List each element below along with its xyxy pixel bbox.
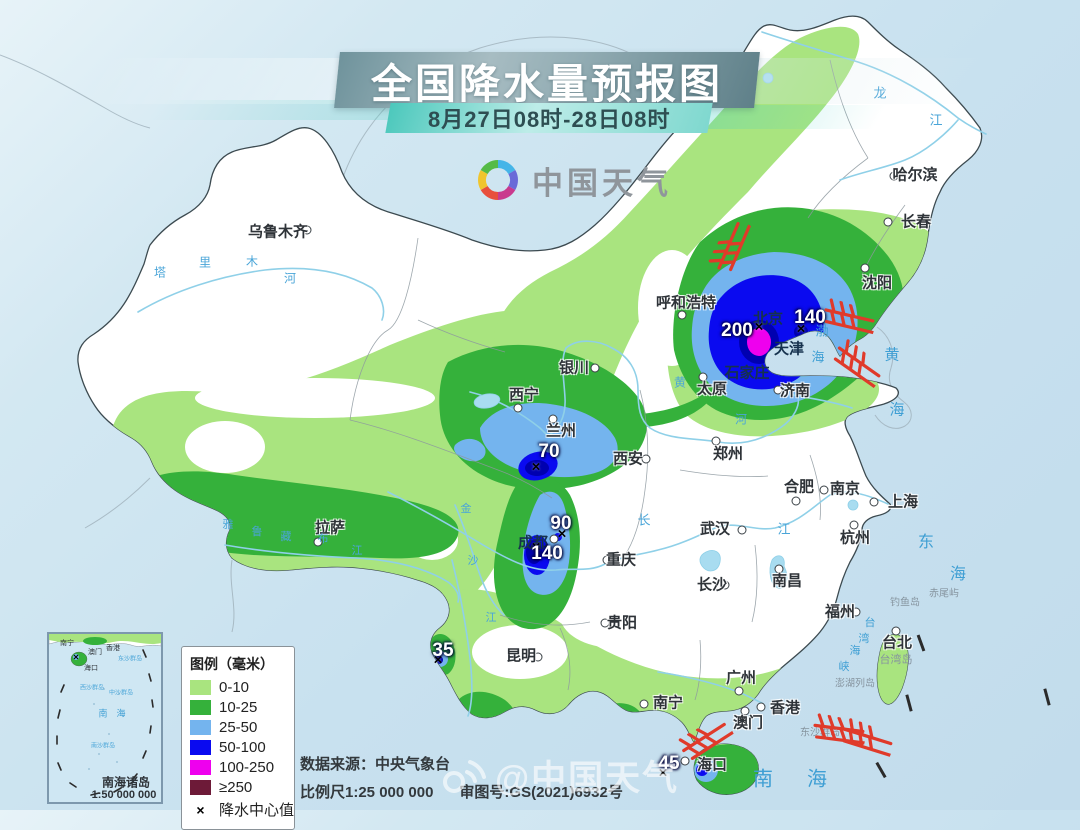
legend-item: 100-250	[190, 759, 286, 776]
legend-range-label: 10-25	[219, 699, 258, 716]
approval-number: 审图号:GS(2021)6932号	[459, 784, 623, 801]
legend-swatch	[190, 760, 211, 775]
map-source-info: 数据来源：中央气象台 比例尺1:25 000 000 审图号:GS(2021)69…	[300, 753, 649, 802]
legend-range-label: ≥250	[219, 779, 253, 796]
legend-title: 图例（毫米）	[190, 656, 274, 672]
legend-item: 25-50	[190, 719, 286, 736]
legend-range-label: 25-50	[219, 719, 258, 736]
legend-swatch	[190, 700, 211, 715]
map-title: 全国降水量预报图	[371, 61, 723, 107]
pinwheel-logo-icon	[478, 160, 518, 200]
legend-item: 10-25	[190, 699, 286, 716]
legend-item: ≥250	[190, 779, 286, 796]
data-source: 数据来源：中央气象台	[300, 756, 451, 773]
legend-range-label: 50-100	[219, 739, 266, 756]
logo-text: 中国天气	[532, 165, 672, 201]
legend-range-label: 100-250	[219, 759, 275, 776]
legend-swatch	[190, 680, 211, 695]
legend-item: 0-10	[190, 679, 286, 696]
map-scale: 比例尺1:25 000 000	[300, 784, 434, 801]
legend-item: 50-100	[190, 739, 286, 756]
title-banner: 全国降水量预报图	[334, 52, 760, 108]
subtitle-banner: 8月27日08时-28日08时	[385, 103, 713, 133]
legend-range-label: 0-10	[219, 679, 250, 696]
rivers	[137, 31, 987, 717]
legend-swatch	[190, 780, 211, 795]
forecast-period: 8月27日08时-28日08时	[427, 107, 671, 132]
legend-swatch	[190, 720, 211, 735]
china-weather-logo: 中国天气	[474, 156, 672, 204]
legend-swatch	[190, 740, 211, 755]
legend-box: 图例（毫米） 0-10 10-25 25-50 50-100 100-250 ≥250 ×…	[181, 646, 295, 830]
china-precipitation-map	[0, 15, 987, 795]
inset-map-art	[48, 633, 162, 796]
nine-dash-line	[56, 649, 154, 796]
south-china-sea-inset-map	[47, 632, 163, 804]
